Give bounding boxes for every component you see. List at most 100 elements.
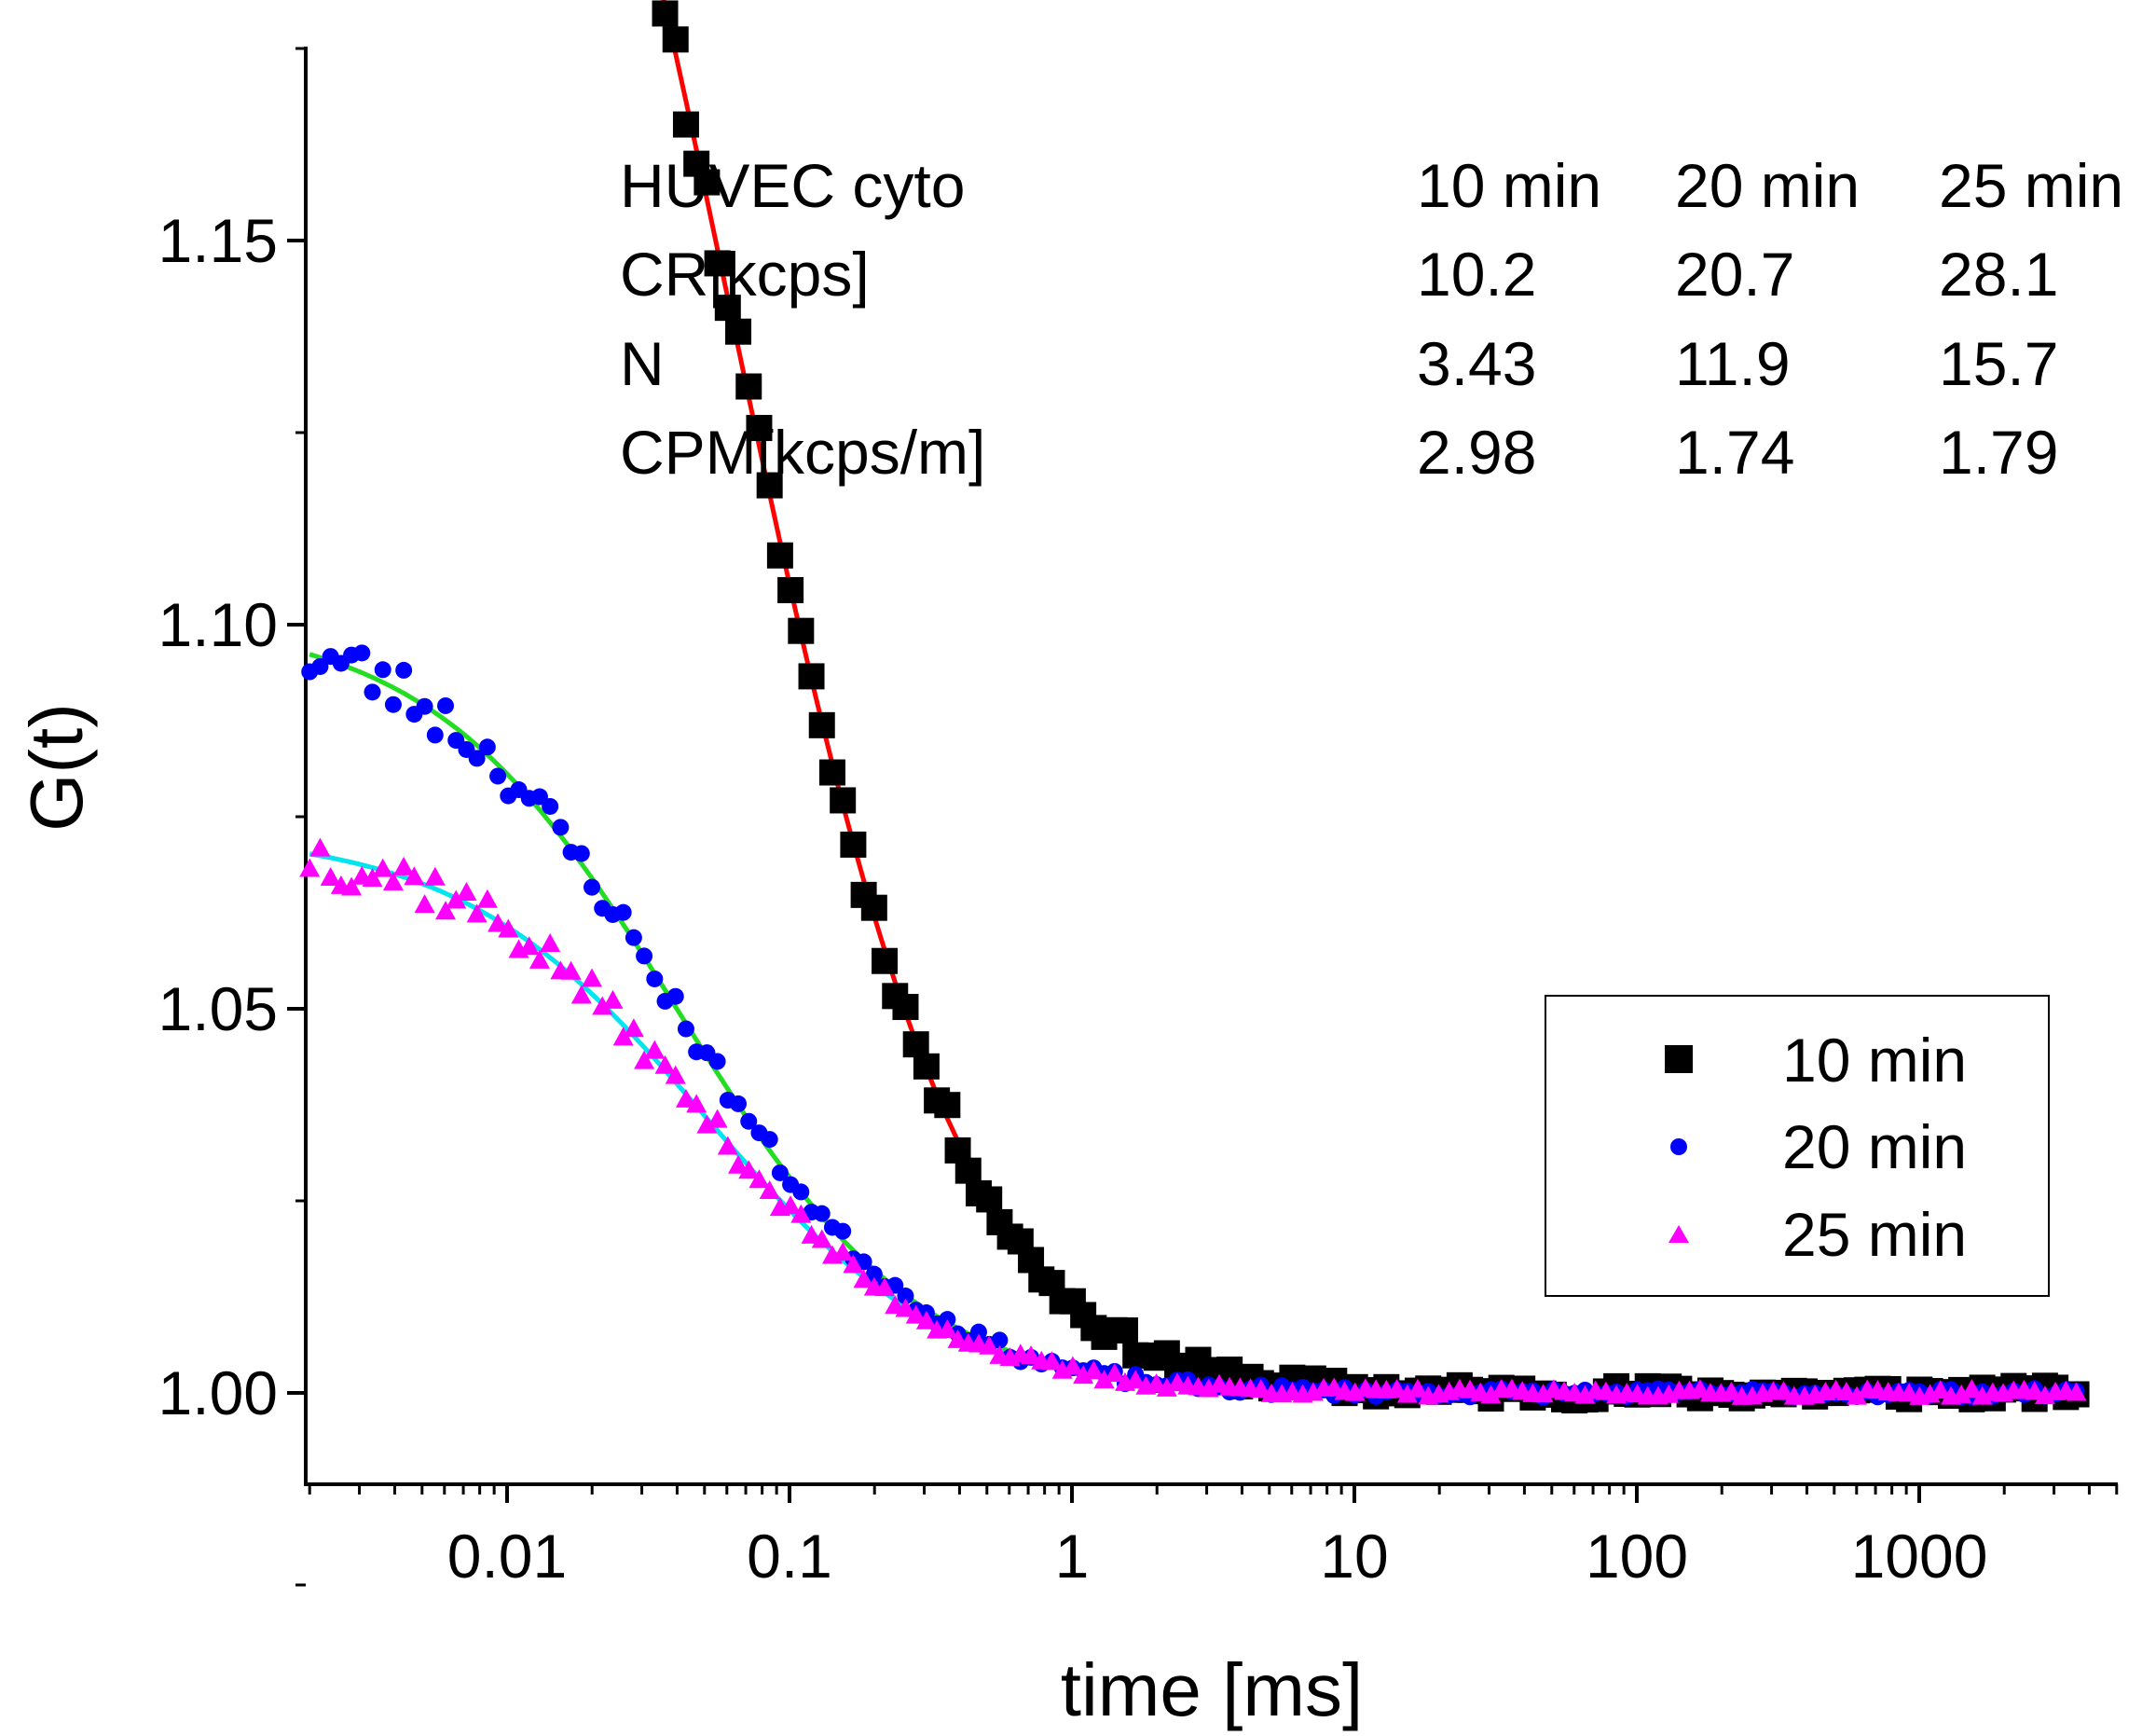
table-header-20min: 20 min: [1675, 151, 1860, 220]
x-tick-label: 100: [1586, 1522, 1688, 1591]
data-point: [1408, 1378, 1429, 1398]
data-point: [364, 683, 381, 701]
data-point: [542, 797, 559, 815]
data-point: [714, 295, 741, 322]
y-tick-label: 1.00: [158, 1358, 278, 1427]
data-point: [834, 1222, 852, 1240]
data-point: [372, 858, 393, 877]
data-point: [792, 1183, 810, 1201]
data-point: [777, 576, 804, 603]
data-point: [897, 1288, 914, 1305]
data-point: [341, 876, 363, 896]
data-point: [811, 1229, 832, 1248]
data-point: [759, 1179, 780, 1199]
data-point: [808, 711, 835, 738]
data-point: [1847, 1385, 1868, 1405]
x-tick-label: 10: [1320, 1522, 1388, 1591]
data-point: [979, 1335, 1000, 1355]
data-point: [582, 968, 603, 987]
data-point: [905, 1304, 927, 1324]
data-point: [895, 1298, 916, 1317]
data-point: [652, 0, 679, 27]
data-point: [766, 542, 793, 569]
y-tick-label: 1.05: [158, 974, 278, 1043]
x-tick-label: 0.1: [747, 1522, 832, 1591]
data-point: [728, 1154, 749, 1174]
data-point: [468, 750, 486, 767]
data-point: [612, 1026, 634, 1046]
y-tick-label: 1.15: [158, 206, 278, 275]
legend-label-25min: 25 min: [1782, 1200, 1967, 1269]
data-point: [636, 947, 653, 965]
data-point: [902, 1031, 929, 1058]
data-point: [540, 933, 561, 953]
data-point: [771, 1164, 789, 1181]
y-tick-label: 1.10: [158, 590, 278, 659]
data-point: [1574, 1385, 1596, 1404]
data-point: [1480, 1385, 1502, 1404]
data-point: [374, 661, 391, 679]
data-point: [1961, 1379, 1983, 1398]
data-point: [466, 903, 488, 923]
data-point: [404, 866, 425, 886]
data-point: [299, 858, 321, 877]
data-point: [892, 994, 919, 1021]
table-cell: 2.98: [1417, 418, 1536, 487]
data-point: [717, 1136, 738, 1155]
data-point: [662, 26, 689, 53]
table-cell: 11.9: [1675, 329, 1791, 398]
x-tick-label: 1000: [1851, 1522, 1988, 1591]
data-point: [696, 1114, 718, 1134]
data-point: [853, 1269, 874, 1288]
data-point: [790, 1204, 812, 1223]
data-point: [874, 1277, 896, 1297]
plot-frame: [304, 47, 2118, 1486]
data-point: [424, 866, 446, 886]
table-cell: 3.43: [1417, 329, 1536, 398]
data-point: [529, 949, 550, 969]
data-point: [414, 894, 435, 914]
data-point: [672, 111, 699, 138]
data-point: [437, 696, 455, 714]
data-point: [1125, 1370, 1147, 1389]
data-point: [740, 1112, 758, 1130]
data-point: [934, 1092, 961, 1119]
data-point: [801, 1224, 822, 1244]
data-point: [644, 1040, 666, 1059]
data-point: [1062, 1356, 1083, 1375]
data-point: [913, 1053, 940, 1080]
data-point: [735, 373, 762, 400]
x-ticks: 0.01 0.1 1 10 100 1000: [308, 1484, 2119, 1591]
data-point: [1773, 1381, 1794, 1400]
data-point: [780, 1195, 802, 1215]
data-point: [602, 989, 624, 1009]
data-point: [552, 819, 570, 836]
data-point: [489, 767, 507, 785]
data-point: [818, 759, 845, 786]
legend-label-10min: 10 min: [1782, 1026, 1967, 1095]
data-point: [353, 644, 371, 662]
data-point: [813, 1205, 831, 1222]
data-point: [693, 169, 721, 196]
table-cell: 1.79: [1939, 418, 2058, 487]
data-point: [1250, 1379, 1271, 1398]
data-point: [915, 1310, 937, 1330]
data-point: [675, 1088, 696, 1108]
data-point: [560, 960, 582, 980]
data-point: [991, 1331, 1009, 1349]
data-point: [570, 985, 592, 1004]
data-point: [830, 787, 857, 814]
data-point: [1721, 1381, 1742, 1400]
x-tick-label: 1: [1055, 1522, 1090, 1591]
data-point: [592, 996, 613, 1015]
data-point: [623, 1018, 644, 1038]
data-point: [1386, 1379, 1408, 1398]
table-cell: 10.2: [1417, 240, 1536, 309]
data-point: [1083, 1360, 1105, 1380]
data-point: [730, 1095, 748, 1112]
data-point: [498, 918, 519, 938]
data-point: [488, 913, 509, 932]
data-point: [707, 1109, 728, 1128]
data-point: [646, 970, 664, 987]
